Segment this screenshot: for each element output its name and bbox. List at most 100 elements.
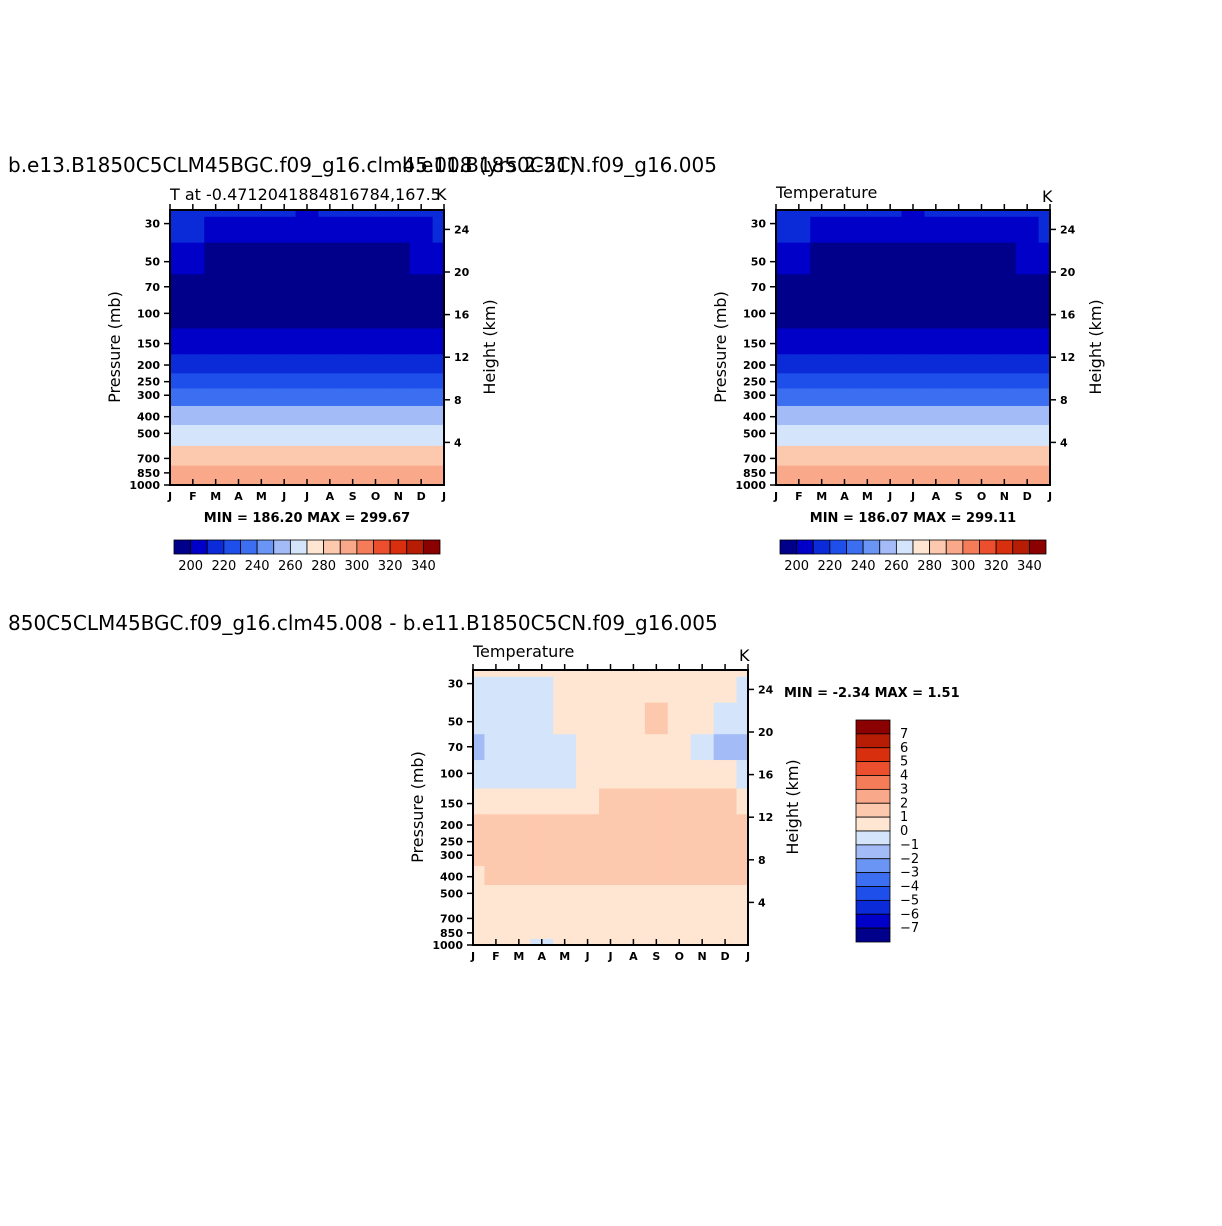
heatmap-cell xyxy=(432,242,445,275)
y-tick-label: 500 xyxy=(743,427,766,440)
heatmap-cell xyxy=(364,405,388,426)
heatmap-cell xyxy=(272,210,297,218)
heatmap-cell xyxy=(341,274,365,301)
heatmap-cell xyxy=(364,388,388,407)
x-tick-label: M xyxy=(816,490,827,503)
heatmap-cell xyxy=(318,328,342,355)
heatmap-cell xyxy=(878,300,903,330)
heatmap-cell xyxy=(924,274,948,301)
colorbar-box xyxy=(855,747,891,763)
heatmap-cell xyxy=(599,865,623,886)
heatmap-cell xyxy=(690,885,715,907)
colorbar-box xyxy=(855,802,891,818)
heatmap-cell xyxy=(776,445,789,467)
heatmap-cell xyxy=(947,328,971,355)
heatmap-cell xyxy=(409,425,434,447)
heatmap-cell xyxy=(227,425,251,447)
heatmap-cell xyxy=(833,405,857,426)
colorbar-box xyxy=(389,539,408,555)
heatmap-cell xyxy=(644,905,669,927)
heatmap-cell xyxy=(170,210,183,218)
heatmap-cell xyxy=(1038,216,1051,244)
heatmap-cell xyxy=(787,388,811,407)
colorbar-label: 200 xyxy=(178,559,203,574)
heatmap-cell xyxy=(787,425,811,447)
y2-tick-label: 24 xyxy=(758,683,774,696)
heatmap-cell xyxy=(530,788,554,815)
heatmap-cell xyxy=(1015,465,1040,480)
heatmap-cell xyxy=(621,848,646,867)
heatmap-cell xyxy=(295,354,320,374)
colorbar-box xyxy=(855,886,891,901)
diff-panel: Temperature K J F M A M J J A S O N D J3050701001502… xyxy=(408,642,960,963)
heatmap-cell xyxy=(272,354,297,374)
heatmap-cell xyxy=(272,373,297,390)
heatmap-cell xyxy=(878,425,903,447)
heatmap-cell xyxy=(318,242,342,275)
heatmap-cell xyxy=(621,702,646,735)
x-tick-label: S xyxy=(955,490,963,503)
x-tick-label: J xyxy=(745,950,750,963)
heatmap-cell xyxy=(318,405,342,426)
heatmap-cell xyxy=(787,354,811,374)
heatmap-cell xyxy=(776,405,789,426)
heatmap-cell xyxy=(249,216,274,244)
heatmap-cell xyxy=(992,354,1017,374)
heatmap-cell xyxy=(924,216,948,244)
heatmap-cell xyxy=(530,814,554,834)
heatmap-cell xyxy=(667,788,692,815)
left-colorbar: 200 220 240 260 280 300 320 340 xyxy=(173,539,441,574)
colorbar-label: −3 xyxy=(900,866,919,881)
heatmap-cell xyxy=(970,445,994,467)
heatmap-cell xyxy=(507,865,531,886)
heatmap-cell xyxy=(473,905,486,927)
right-ylabel: Pressure (mb) xyxy=(711,291,730,403)
heatmap-cell xyxy=(644,833,669,850)
heatmap-cell xyxy=(484,925,508,940)
heatmap-cell xyxy=(386,388,411,407)
heatmap-cell xyxy=(409,405,434,426)
left-units: K xyxy=(436,185,447,204)
heatmap-cell xyxy=(855,210,880,218)
heatmap-cell xyxy=(736,865,749,886)
heatmap-cell xyxy=(409,465,434,480)
heatmap-cell xyxy=(1015,328,1040,355)
heatmap-cell xyxy=(599,760,623,790)
heatmap-cell xyxy=(181,328,205,355)
heatmap-cell xyxy=(855,445,880,467)
heatmap-cell xyxy=(409,328,434,355)
heatmap-cell xyxy=(924,354,948,374)
heatmap-cell xyxy=(970,354,994,374)
y-tick-label: 250 xyxy=(137,376,160,389)
heatmap-cell xyxy=(318,425,342,447)
heatmap-cell xyxy=(295,445,320,467)
y-tick-label: 850 xyxy=(137,467,160,480)
heatmap-cell xyxy=(690,814,715,834)
heatmap-cell xyxy=(432,328,445,355)
y2-tick-label: 8 xyxy=(758,854,766,867)
heatmap-cell xyxy=(204,354,228,374)
heatmap-cell xyxy=(484,833,508,850)
heatmap-cell xyxy=(810,373,834,390)
heatmap-cell xyxy=(170,216,183,244)
heatmap-cell xyxy=(644,925,669,940)
heatmap-cell xyxy=(272,274,297,301)
heatmap-cell xyxy=(924,388,948,407)
heatmap-cell xyxy=(1015,445,1040,467)
y2-tick-label: 20 xyxy=(758,726,774,739)
colorbar-label: 340 xyxy=(411,559,436,574)
heatmap-cell xyxy=(599,788,623,815)
heatmap-cell xyxy=(713,905,738,927)
heatmap-cell xyxy=(1038,300,1051,330)
diff-units: K xyxy=(739,646,750,665)
colorbar-box xyxy=(306,539,325,555)
x-tick-label: J xyxy=(167,490,172,503)
colorbar-box xyxy=(855,788,891,804)
y-tick-label: 300 xyxy=(137,389,160,402)
heatmap-cell xyxy=(855,274,880,301)
heatmap-cell xyxy=(386,465,411,480)
heatmap-cell xyxy=(787,373,811,390)
heatmap-cell xyxy=(295,373,320,390)
heatmap-cell xyxy=(484,760,508,790)
